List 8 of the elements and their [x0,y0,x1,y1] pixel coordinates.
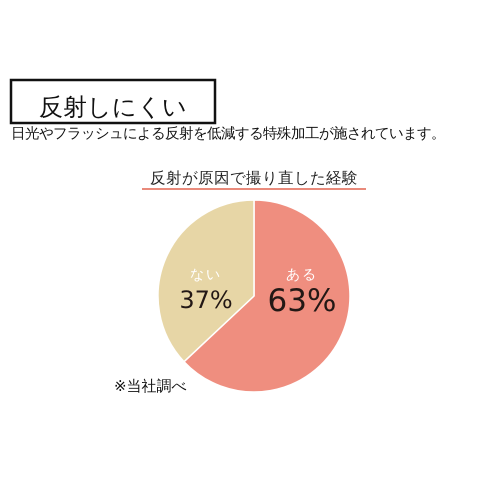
data-label: 63% [268,283,336,319]
chart-title: 反射が原因で撮り直した経験 [150,169,358,187]
text: 日光やフラッシュによる反射を低減する特殊加工が施されています。 [11,126,445,142]
slice-label: ない [190,267,222,283]
data-label: 37% [179,286,233,314]
text: ※当社調べ [114,377,187,395]
text: 反射しにくい [39,93,187,121]
slice-label: ある [286,267,318,283]
